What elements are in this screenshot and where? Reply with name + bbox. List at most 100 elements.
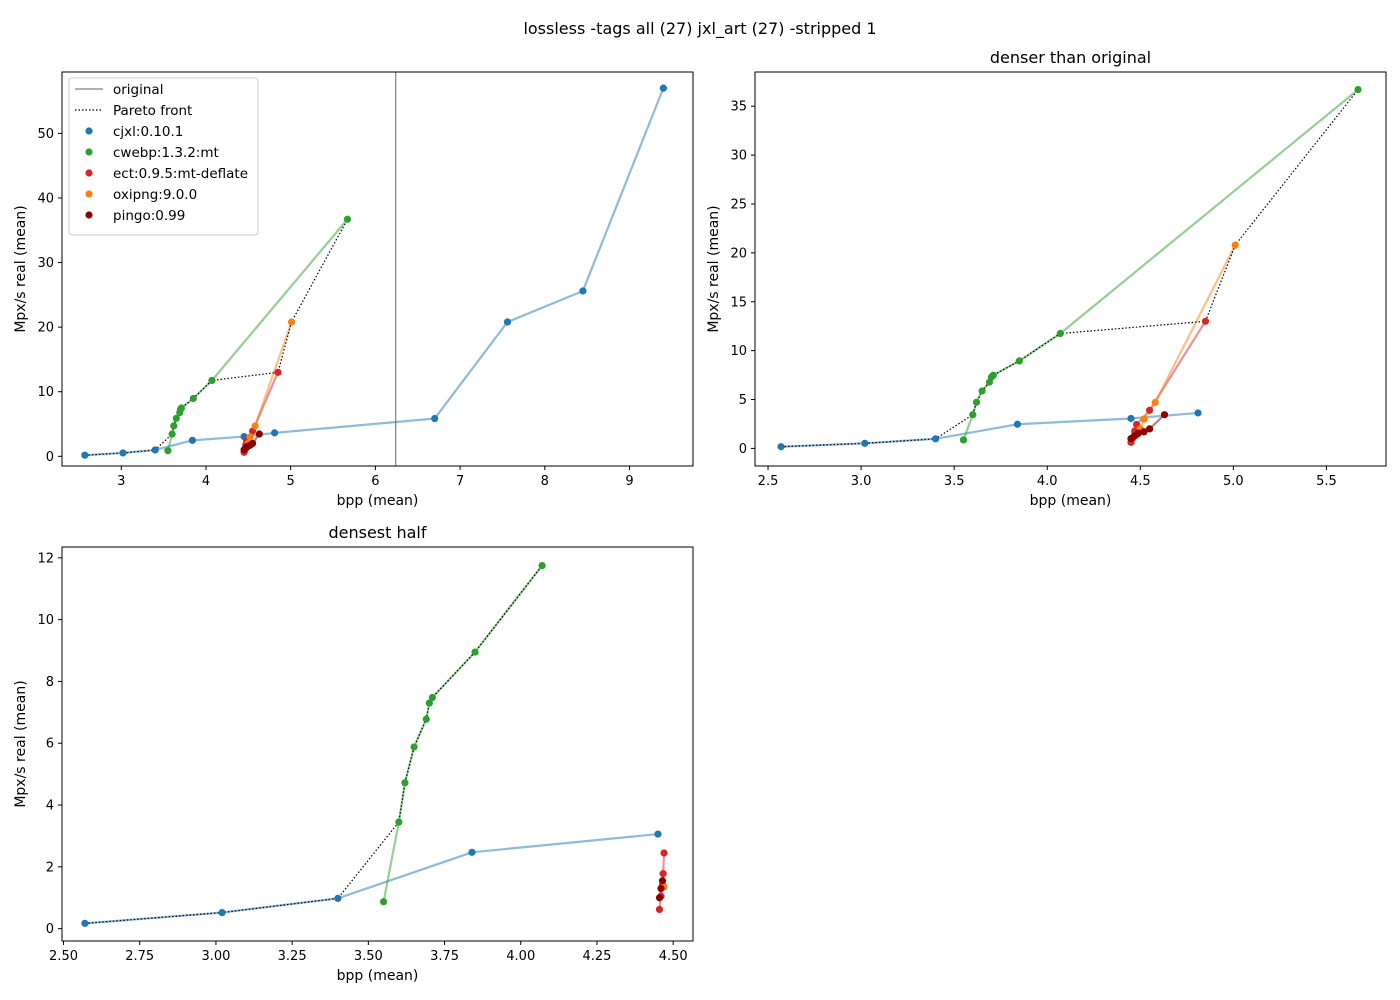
y-tick-label: 40 <box>37 191 54 206</box>
data-point-pingo-0-99 <box>255 430 263 438</box>
data-point-cjxl-0-10-1 <box>188 436 197 444</box>
x-tick-label: 2.75 <box>125 949 154 964</box>
x-tick-label: 3.75 <box>430 949 459 964</box>
x-tick-label: 5.5 <box>1316 474 1337 489</box>
data-point-cjxl-0-10-1 <box>931 435 940 443</box>
data-point-cwebp-1-3-2-mt <box>538 561 546 570</box>
series-line-cwebp-1-3-2-mt <box>962 88 1359 441</box>
data-point-pingo-0-99 <box>655 894 664 902</box>
y-tick-label: 12 <box>37 551 54 566</box>
data-point-oxipng-9-0-0 <box>251 422 259 430</box>
legend-swatch-ect-0-9-5-mt-deflate <box>85 169 93 177</box>
data-point-oxipng-9-0-0 <box>246 433 254 441</box>
x-tick-label: 9 <box>625 474 633 489</box>
y-tick-label: 0 <box>46 922 54 937</box>
x-tick-label: 4.00 <box>506 949 535 964</box>
x-tick-label: 5.0 <box>1223 474 1244 489</box>
x-tick-label: 2.50 <box>49 949 78 964</box>
data-point-cwebp-1-3-2-mt <box>410 743 418 751</box>
y-axis-label: Mpx/s real (mean) <box>706 205 722 332</box>
subplot-2: denser than original 2.5 3.0 3.5 4.0 4.5 5.0 5.… <box>706 48 1387 509</box>
data-point-cwebp-1-3-2-mt <box>978 387 986 395</box>
data-point-cwebp-1-3-2-mt <box>959 436 968 444</box>
x-tick-label: 3.5 <box>944 474 965 489</box>
x-tick-label: 3.50 <box>354 949 383 964</box>
data-point-cjxl-0-10-1 <box>579 287 587 295</box>
y-tick-label: 20 <box>730 246 747 261</box>
data-point-cjxl-0-10-1 <box>777 443 785 451</box>
data-point-cjxl-0-10-1 <box>468 848 476 856</box>
legend-swatch-cjxl-0-10-1 <box>85 127 93 135</box>
data-point-cwebp-1-3-2-mt <box>379 898 388 906</box>
data-point-cjxl-0-10-1 <box>1194 409 1202 417</box>
data-point-pingo-0-99 <box>1134 429 1143 437</box>
x-tick-label: 8 <box>541 474 549 489</box>
data-point-cwebp-1-3-2-mt <box>208 376 216 385</box>
data-point-ect-0-9-5-mt-deflate <box>655 905 664 914</box>
subplot-title: denser than original <box>990 48 1151 67</box>
data-point-oxipng-9-0-0 <box>1140 415 1148 423</box>
x-tick-label: 4.50 <box>659 949 688 964</box>
data-point-ect-0-9-5-mt-deflate <box>274 368 282 376</box>
data-point-pingo-0-99 <box>658 877 667 885</box>
data-point-cjxl-0-10-1 <box>1127 414 1135 423</box>
data-point-cjxl-0-10-1 <box>861 439 869 447</box>
pareto-front-line <box>84 218 348 456</box>
data-point-cjxl-0-10-1 <box>81 451 89 459</box>
legend-label: cjxl:0.10.1 <box>113 124 183 140</box>
x-tick-label: 3 <box>117 474 125 489</box>
data-point-cwebp-1-3-2-mt <box>471 648 479 656</box>
data-point-cwebp-1-3-2-mt <box>1015 357 1023 365</box>
y-tick-label: 50 <box>37 127 54 142</box>
x-axis-label: bpp (mean) <box>1030 493 1112 509</box>
data-point-cjxl-0-10-1 <box>81 919 89 927</box>
data-point-cjxl-0-10-1 <box>119 449 127 457</box>
data-point-cjxl-0-10-1 <box>151 446 159 454</box>
y-tick-label: 0 <box>46 450 54 465</box>
data-point-cwebp-1-3-2-mt <box>343 215 352 223</box>
x-tick-label: 4 <box>202 474 210 489</box>
data-point-oxipng-9-0-0 <box>1231 241 1239 249</box>
legend-label: original <box>113 82 163 98</box>
x-tick-label: 3.25 <box>278 949 307 964</box>
subplot-3: densest half 2.50 2.75 3.00 3.25 3.50 3.75 4.00… <box>13 523 694 984</box>
data-point-cjxl-0-10-1 <box>334 894 342 902</box>
pareto-front-line <box>781 89 1359 448</box>
subplot-title: densest half <box>328 523 426 542</box>
y-tick-label: 8 <box>46 675 54 690</box>
legend-box <box>68 77 259 236</box>
data-point-cjxl-0-10-1 <box>218 908 226 917</box>
x-tick-label: 4.0 <box>1037 474 1058 489</box>
data-point-cwebp-1-3-2-mt <box>972 398 981 406</box>
data-point-pingo-0-99 <box>248 439 257 447</box>
x-tick-label: 3.0 <box>851 474 872 489</box>
data-point-cwebp-1-3-2-mt <box>1354 85 1362 94</box>
y-axis-label: Mpx/s real (mean) <box>13 680 29 807</box>
data-point-cwebp-1-3-2-mt <box>168 430 176 438</box>
data-point-oxipng-9-0-0 <box>287 318 296 326</box>
y-tick-label: 6 <box>46 737 54 752</box>
x-axis-label: bpp (mean) <box>337 493 419 509</box>
figure-title: lossless -tags all (27) jxl_art (27) -st… <box>523 19 876 39</box>
x-tick-label: 5 <box>287 474 295 489</box>
y-tick-label: 30 <box>730 149 747 164</box>
data-point-ect-0-9-5-mt-deflate <box>1201 317 1210 325</box>
y-tick-label: 35 <box>730 100 747 115</box>
legend-label: cwebp:1.3.2:mt <box>113 145 219 161</box>
data-point-cwebp-1-3-2-mt <box>1056 329 1064 338</box>
data-point-cwebp-1-3-2-mt <box>989 371 997 379</box>
y-tick-label: 5 <box>739 393 747 408</box>
x-tick-label: 4.5 <box>1130 474 1151 489</box>
data-point-cjxl-0-10-1 <box>431 414 439 423</box>
series-line-oxipng-9-0-0 <box>1135 244 1237 436</box>
legend-swatch-oxipng-9-0-0 <box>85 190 93 198</box>
data-point-cwebp-1-3-2-mt <box>164 447 172 455</box>
data-point-cwebp-1-3-2-mt <box>189 394 197 403</box>
x-tick-label: 3.00 <box>201 949 230 964</box>
series-line-cwebp-1-3-2-mt <box>382 564 543 902</box>
legend-label: ect:0.9.5:mt-deflate <box>113 166 248 182</box>
data-point-pingo-0-99 <box>1146 425 1154 433</box>
y-tick-label: 15 <box>730 295 747 310</box>
